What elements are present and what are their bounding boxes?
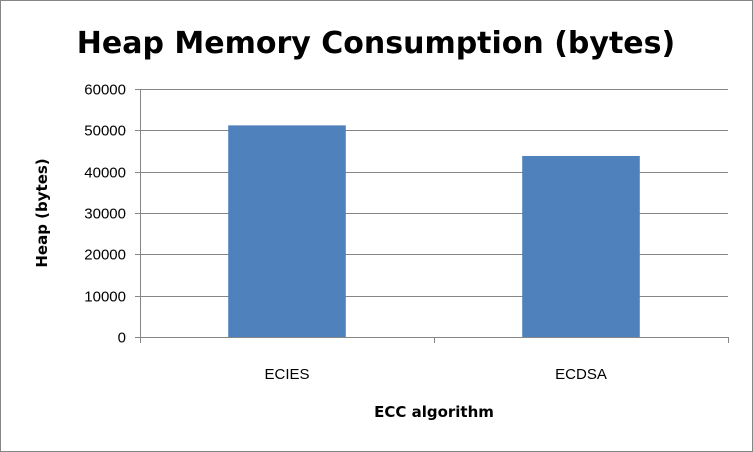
chart-title: Heap Memory Consumption (bytes)	[77, 26, 675, 61]
y-tick-labels: 0 10000 20000 30000 40000 50000 60000	[84, 82, 126, 347]
x-tick-label: ECIES	[264, 366, 309, 383]
axes	[135, 89, 729, 343]
bar-ecies	[228, 125, 346, 337]
y-tick-label: 50000	[84, 123, 126, 140]
bars	[228, 125, 640, 337]
y-tick-label: 30000	[84, 206, 126, 223]
bar-ecdsa	[522, 155, 640, 337]
y-tick-label: 20000	[84, 247, 126, 264]
y-axis-title: Heap (bytes)	[33, 158, 51, 267]
y-tick-label: 10000	[84, 289, 126, 306]
y-tick-label: 40000	[84, 165, 126, 182]
x-tick-label: ECDSA	[555, 366, 607, 383]
y-tick-label: 60000	[84, 82, 126, 99]
x-tick-labels: ECIES ECDSA	[264, 366, 606, 383]
y-tick-label: 0	[118, 330, 126, 347]
x-axis-title: ECC algorithm	[374, 403, 494, 421]
